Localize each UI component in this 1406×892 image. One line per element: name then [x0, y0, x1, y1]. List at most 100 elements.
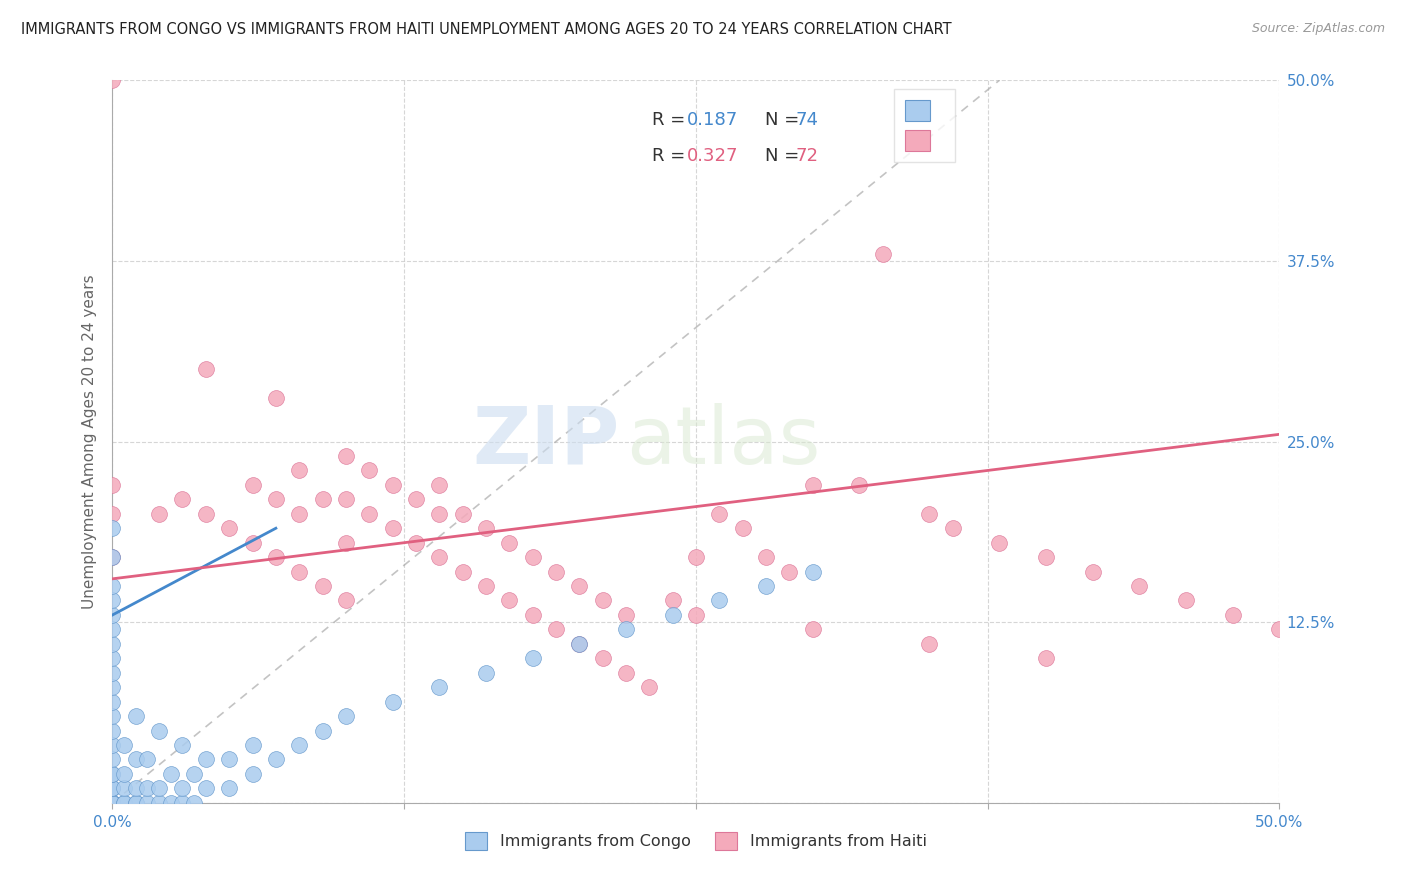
Point: [101, 665, 124, 680]
Point: [288, 738, 311, 752]
Point: [661, 607, 683, 622]
Text: ZIP: ZIP: [472, 402, 620, 481]
Point: [101, 637, 124, 651]
Point: [475, 665, 498, 680]
Point: [522, 607, 544, 622]
Point: [614, 665, 637, 680]
Point: [1175, 593, 1198, 607]
Point: [405, 492, 427, 507]
Point: [381, 695, 404, 709]
Point: [755, 579, 778, 593]
Point: [709, 593, 731, 607]
Point: [498, 593, 520, 607]
Point: [427, 478, 450, 492]
Point: [359, 463, 381, 477]
Point: [335, 492, 357, 507]
Point: [183, 767, 205, 781]
Point: [381, 521, 404, 535]
Point: [125, 796, 148, 810]
Point: [988, 535, 1011, 549]
Point: [801, 565, 824, 579]
Point: [101, 796, 124, 810]
Point: [101, 796, 124, 810]
Point: [427, 507, 450, 521]
Point: [101, 767, 124, 781]
Point: [101, 752, 124, 766]
Point: [661, 593, 683, 607]
Point: [427, 680, 450, 694]
Text: 72: 72: [796, 147, 818, 165]
Point: [172, 738, 194, 752]
Text: 74: 74: [796, 111, 818, 129]
Point: [264, 391, 287, 405]
Y-axis label: Unemployment Among Ages 20 to 24 years: Unemployment Among Ages 20 to 24 years: [82, 274, 97, 609]
Point: [1222, 607, 1244, 622]
Point: [101, 723, 124, 738]
Text: Source: ZipAtlas.com: Source: ZipAtlas.com: [1251, 22, 1385, 36]
Text: N =: N =: [765, 147, 804, 165]
Point: [544, 623, 567, 637]
Point: [101, 579, 124, 593]
Point: [101, 796, 124, 810]
Point: [112, 738, 135, 752]
Point: [848, 478, 870, 492]
Point: [427, 550, 450, 565]
Legend: Immigrants from Congo, Immigrants from Haiti: Immigrants from Congo, Immigrants from H…: [456, 822, 936, 860]
Point: [112, 796, 135, 810]
Point: [194, 507, 217, 521]
Text: 0.187: 0.187: [686, 111, 738, 129]
Point: [709, 507, 731, 521]
Point: [311, 579, 333, 593]
Point: [801, 478, 824, 492]
Point: [685, 607, 707, 622]
Point: [101, 796, 124, 810]
Point: [288, 507, 311, 521]
Point: [172, 796, 194, 810]
Point: [335, 449, 357, 463]
Point: [475, 521, 498, 535]
Point: [568, 579, 591, 593]
Text: R =: R =: [651, 111, 690, 129]
Point: [242, 535, 264, 549]
Point: [942, 521, 965, 535]
Point: [148, 723, 170, 738]
Point: [614, 607, 637, 622]
Point: [778, 565, 800, 579]
Point: [218, 752, 240, 766]
Point: [101, 781, 124, 796]
Point: [568, 637, 591, 651]
Point: [148, 781, 170, 796]
Point: [183, 796, 205, 810]
Point: [101, 680, 124, 694]
Point: [685, 550, 707, 565]
Point: [405, 535, 427, 549]
Point: [381, 478, 404, 492]
Text: IMMIGRANTS FROM CONGO VS IMMIGRANTS FROM HAITI UNEMPLOYMENT AMONG AGES 20 TO 24 : IMMIGRANTS FROM CONGO VS IMMIGRANTS FROM…: [21, 22, 952, 37]
Point: [288, 565, 311, 579]
Point: [125, 709, 148, 723]
Point: [101, 593, 124, 607]
Point: [498, 535, 520, 549]
Point: [731, 521, 754, 535]
Text: atlas: atlas: [626, 402, 820, 481]
Point: [311, 723, 333, 738]
Point: [101, 796, 124, 810]
Text: R =: R =: [651, 147, 690, 165]
Point: [872, 246, 894, 260]
Point: [101, 73, 124, 87]
Point: [264, 752, 287, 766]
Point: [592, 593, 614, 607]
Text: 0.327: 0.327: [686, 147, 738, 165]
Point: [125, 796, 148, 810]
Point: [101, 796, 124, 810]
Point: [136, 781, 159, 796]
Point: [112, 781, 135, 796]
Point: [101, 796, 124, 810]
Point: [101, 521, 124, 535]
Point: [101, 796, 124, 810]
Point: [101, 738, 124, 752]
Point: [522, 550, 544, 565]
Point: [451, 507, 474, 521]
Point: [125, 752, 148, 766]
Point: [1268, 623, 1291, 637]
